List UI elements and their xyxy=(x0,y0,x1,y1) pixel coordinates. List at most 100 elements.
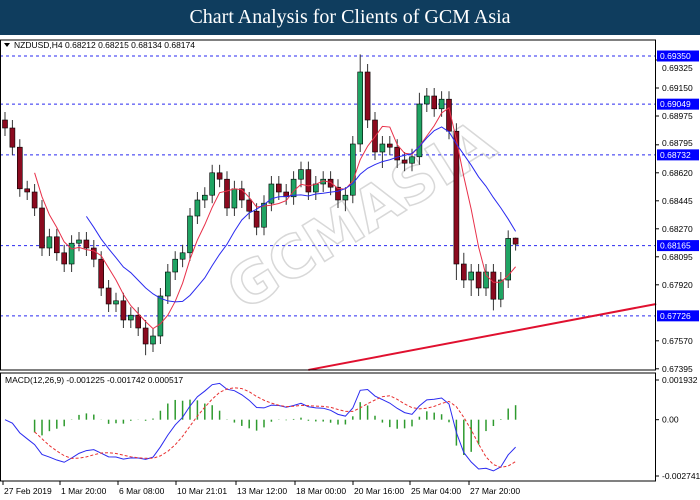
time-label: 13 Mar 12:00 xyxy=(237,486,287,496)
candle-body xyxy=(505,238,512,281)
macd-tick-label: 0.001932 xyxy=(662,375,698,385)
candle-body xyxy=(460,263,467,281)
level-price-label: 0.68165 xyxy=(660,241,691,251)
candle-body xyxy=(409,156,415,164)
time-label: 27 Mar 20:00 xyxy=(470,486,520,496)
candle-body xyxy=(128,314,134,321)
price-tick-label: 0.69150 xyxy=(662,83,693,93)
candle-body xyxy=(24,188,31,193)
candle-body xyxy=(386,143,393,148)
candle-body xyxy=(298,169,304,180)
symbol-info: NZDUSD,H4 0.68212 0.68215 0.68134 0.6817… xyxy=(14,40,195,50)
level-price-badge xyxy=(657,98,699,110)
level-price-label: 0.69350 xyxy=(660,51,691,61)
price-tick-label: 0.68445 xyxy=(662,196,693,206)
candle-body xyxy=(335,186,341,201)
candle-body xyxy=(39,207,45,249)
candle-body xyxy=(135,314,141,329)
price-tick-label: 0.68095 xyxy=(662,252,693,262)
candle-body xyxy=(416,103,423,158)
macd-label: MACD(12,26,9) -0.001225 -0.001742 0.0005… xyxy=(5,375,183,385)
candle-body xyxy=(394,146,401,161)
candle-body xyxy=(31,191,38,209)
candle-body xyxy=(150,335,156,345)
candle-body xyxy=(142,327,149,345)
time-label: 18 Mar 00:00 xyxy=(296,486,346,496)
level-price-badge xyxy=(657,149,699,161)
macd-panel-border xyxy=(0,372,656,482)
price-tick-label: 0.68620 xyxy=(662,168,693,178)
candle-body xyxy=(46,236,53,249)
level-price-label: 0.68732 xyxy=(660,150,691,160)
time-label: 20 Mar 16:00 xyxy=(354,486,404,496)
candle-body xyxy=(468,271,475,281)
candle-body xyxy=(76,239,82,244)
candle-body xyxy=(431,95,438,110)
level-price-badge xyxy=(657,240,699,252)
candle-body xyxy=(475,271,482,289)
candles-layer xyxy=(2,54,519,356)
candle-body xyxy=(261,202,267,228)
candle-body xyxy=(83,239,90,249)
candle-body xyxy=(357,71,364,145)
macd-line xyxy=(4,382,516,472)
axes-layer: 0.69325 0.69150 0.68975 0.68795 0.68620 0.684… xyxy=(0,39,700,496)
levels-layer xyxy=(0,55,657,371)
moving-average-fast xyxy=(34,107,516,330)
candle-body xyxy=(453,130,460,265)
candle-body xyxy=(113,300,119,305)
candle-body xyxy=(401,159,408,164)
price-tick-label: 0.68975 xyxy=(662,111,693,121)
price-tick-label: 0.67395 xyxy=(662,364,693,374)
candle-body xyxy=(53,236,60,254)
level-price-badge xyxy=(657,50,699,62)
candle-body xyxy=(91,247,97,260)
candle-body xyxy=(253,210,260,228)
candle-body xyxy=(216,172,223,180)
candle-body xyxy=(290,178,297,198)
time-label: 25 Mar 04:00 xyxy=(411,486,461,496)
candle-body xyxy=(179,252,186,260)
trendline xyxy=(308,303,657,371)
price-tick-label: 0.67570 xyxy=(662,336,693,346)
price-tick-label: 0.67920 xyxy=(662,280,693,290)
price-tick-label: 0.68270 xyxy=(662,224,693,234)
macd-tick-label: -0.002741 xyxy=(662,471,700,481)
candle-body xyxy=(98,258,104,289)
candle-body xyxy=(275,183,282,193)
candle-body xyxy=(9,127,16,148)
candle-body xyxy=(2,119,8,129)
macd-layer xyxy=(4,382,517,472)
candle-body xyxy=(209,172,215,196)
candle-body xyxy=(490,271,497,300)
candle-body xyxy=(231,188,238,209)
candle-body xyxy=(187,215,193,254)
candle-body xyxy=(268,183,275,204)
candle-body xyxy=(120,300,127,321)
candle-body xyxy=(61,252,68,265)
level-price-label: 0.69049 xyxy=(660,99,691,109)
candle-body xyxy=(194,199,201,217)
candle-body xyxy=(423,95,430,105)
candle-body xyxy=(224,178,230,209)
candle-body xyxy=(446,98,452,132)
candle-body xyxy=(239,188,245,201)
candle-body xyxy=(105,287,112,305)
macd-signal-line xyxy=(34,387,516,468)
candle-body xyxy=(364,71,371,121)
page-title: Chart Analysis for Clients of GCM Asia xyxy=(0,0,700,35)
candle-body xyxy=(305,169,312,193)
candle-body xyxy=(342,194,349,201)
dropdown-triangle-icon[interactable] xyxy=(4,43,10,47)
main-panel-border xyxy=(0,39,656,371)
level-price-badge xyxy=(657,310,699,322)
candle-body xyxy=(483,271,489,289)
macd-tick-label: 0.00 xyxy=(662,415,679,425)
candle-body xyxy=(379,143,386,153)
candle-body xyxy=(68,242,75,265)
candle-body xyxy=(438,98,445,110)
moving-average-slow xyxy=(85,126,517,303)
time-label: 10 Mar 21:01 xyxy=(177,486,227,496)
candle-body xyxy=(157,295,164,337)
price-chart[interactable]: GCMASIA 0.693250.691500.689750.687950.68… xyxy=(0,35,700,500)
